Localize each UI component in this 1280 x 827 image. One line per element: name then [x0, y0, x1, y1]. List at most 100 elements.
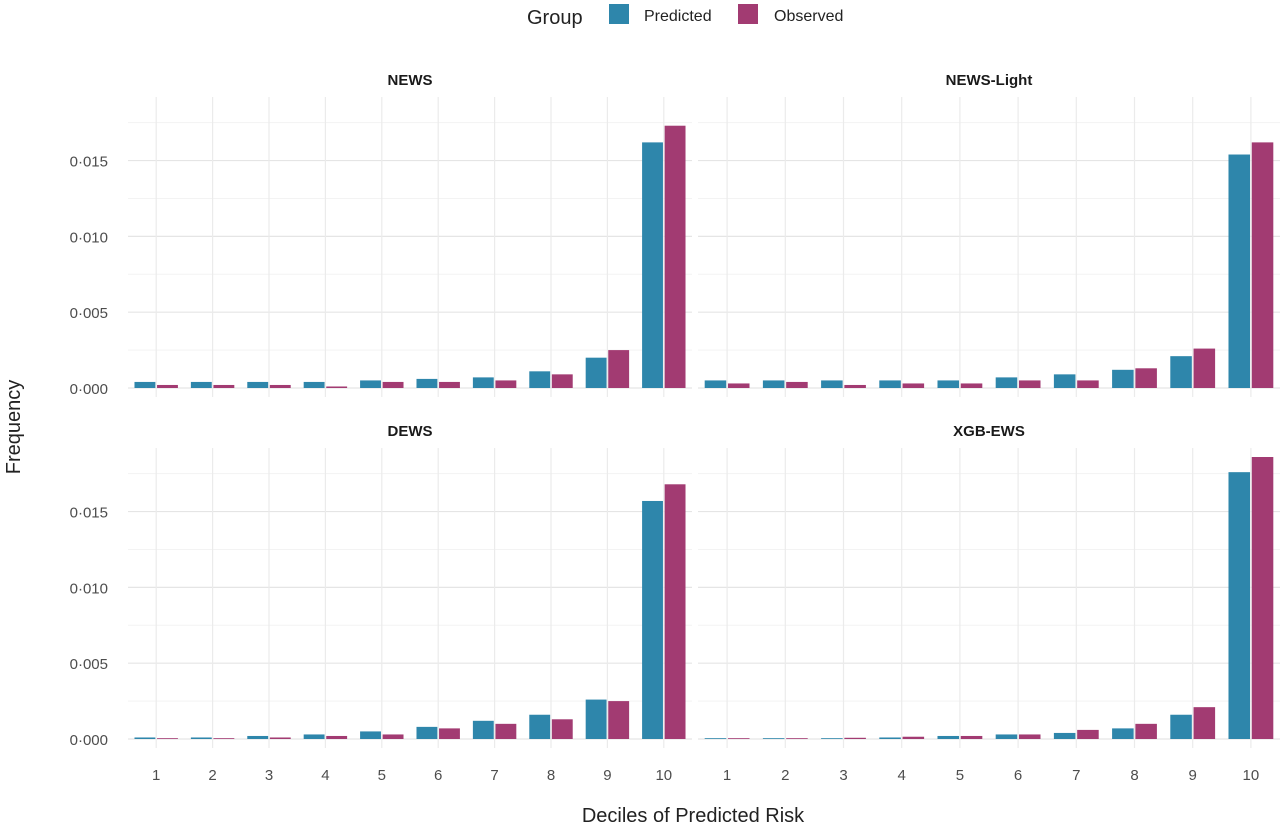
bar-observed-7	[495, 380, 517, 388]
bar-observed-8	[551, 374, 573, 388]
bar-observed-2	[213, 738, 235, 739]
bar-observed-6	[1018, 734, 1041, 739]
bar-observed-1	[727, 383, 750, 388]
bar-predicted-9	[585, 699, 607, 739]
bar-predicted-6	[995, 734, 1018, 739]
x-tick-label: 8	[1130, 767, 1138, 784]
bar-predicted-5	[360, 380, 381, 388]
bar-observed-7	[1077, 380, 1099, 388]
bar-predicted-10	[1228, 472, 1251, 739]
x-tick-label: 5	[956, 767, 964, 784]
legend-title: Group	[527, 7, 583, 29]
bar-predicted-3	[821, 738, 843, 739]
bar-observed-2	[786, 381, 808, 388]
y-tick-label: 0·005	[70, 305, 108, 322]
bar-observed-2	[786, 738, 808, 739]
bar-observed-9	[608, 701, 630, 739]
bar-predicted-10	[1228, 154, 1251, 388]
panel-title: NEWS	[388, 72, 433, 89]
x-tick-label: 3	[265, 767, 273, 784]
panel-3: DEWS 0·000 0·005 0·010 0·015 1 2 3 4 5 6 7 8 9 10	[70, 423, 692, 784]
y-axis-title: Frequency	[3, 380, 25, 475]
x-tick-label: 3	[839, 767, 847, 784]
bar-predicted-1	[704, 380, 727, 388]
bar-predicted-2	[190, 381, 212, 388]
x-tick-label: 6	[1014, 767, 1022, 784]
x-tick-label: 6	[434, 767, 442, 784]
bar-predicted-8	[529, 714, 551, 739]
x-tick-label: 1	[152, 767, 160, 784]
x-tick-label: 7	[490, 767, 498, 784]
bar-predicted-8	[1112, 728, 1134, 739]
bar-predicted-9	[1170, 714, 1192, 739]
bar-predicted-9	[1170, 356, 1192, 388]
legend-key-predicted	[609, 4, 629, 24]
x-tick-label: 10	[655, 767, 672, 784]
bar-predicted-6	[416, 726, 438, 739]
bar-predicted-7	[1053, 374, 1076, 388]
x-tick-label: 5	[378, 767, 386, 784]
bar-observed-9	[608, 350, 630, 388]
bar-observed-1	[727, 738, 750, 739]
bar-predicted-7	[1053, 732, 1076, 739]
bar-observed-4	[326, 735, 348, 739]
bar-predicted-6	[995, 377, 1018, 388]
x-tick-label: 7	[1072, 767, 1080, 784]
x-tick-label: 1	[723, 767, 731, 784]
y-tick-label: 0·010	[70, 580, 108, 597]
bar-predicted-10	[642, 500, 663, 739]
x-tick-label: 9	[1189, 767, 1197, 784]
bar-predicted-1	[704, 738, 727, 739]
bar-observed-10	[1251, 457, 1274, 739]
bar-predicted-4	[879, 737, 901, 739]
bar-observed-7	[495, 723, 517, 739]
x-tick-label: 8	[547, 767, 555, 784]
y-tick-label: 0·010	[70, 229, 108, 246]
bar-observed-8	[1135, 723, 1157, 739]
bar-observed-3	[844, 737, 866, 739]
y-tick-label: 0·005	[70, 656, 108, 673]
x-axis-title: Deciles of Predicted Risk	[582, 805, 805, 827]
bar-predicted-10	[642, 142, 663, 388]
panel-4: XGB-EWS 1 2 3 4 5 6 7 8 9 10	[698, 423, 1280, 784]
bar-observed-5	[382, 734, 404, 739]
bar-observed-6	[439, 381, 460, 388]
bar-predicted-3	[821, 380, 843, 388]
bar-observed-8	[1135, 368, 1157, 388]
bar-observed-4	[326, 386, 348, 388]
bar-observed-9	[1193, 348, 1216, 388]
panel-2: NEWS-Light	[698, 72, 1280, 397]
x-tick-label: 10	[1243, 767, 1260, 784]
bar-predicted-8	[529, 371, 551, 388]
bar-observed-1	[157, 384, 178, 388]
bar-predicted-1	[134, 737, 156, 739]
bar-observed-3	[844, 384, 866, 388]
bar-observed-3	[269, 737, 291, 739]
bar-observed-1	[157, 738, 178, 739]
y-tick-label: 0·015	[70, 154, 108, 171]
panel-title: DEWS	[388, 423, 433, 440]
bar-predicted-2	[762, 380, 785, 388]
x-tick-label: 2	[781, 767, 789, 784]
bar-predicted-4	[879, 380, 901, 388]
bar-predicted-7	[472, 377, 494, 388]
x-tick-label: 9	[603, 767, 611, 784]
y-tick-label: 0·000	[70, 732, 108, 749]
bar-predicted-4	[303, 381, 325, 388]
bar-observed-2	[213, 384, 235, 388]
bar-predicted-8	[1112, 369, 1134, 388]
bar-predicted-2	[762, 738, 785, 739]
bar-predicted-2	[190, 737, 212, 739]
bar-predicted-7	[472, 720, 494, 739]
panel-1: NEWS 0·000 0·005 0·010 0·015	[70, 72, 692, 398]
bar-observed-6	[439, 728, 460, 739]
bar-observed-4	[902, 736, 925, 739]
bar-predicted-3	[247, 381, 269, 388]
panel-title: NEWS-Light	[946, 72, 1033, 89]
bar-observed-10	[664, 484, 686, 739]
bar-observed-5	[960, 383, 983, 388]
x-tick-label: 2	[208, 767, 216, 784]
y-tick-label: 0·000	[70, 381, 108, 398]
legend-key-observed	[738, 4, 758, 24]
panel-title: XGB-EWS	[953, 423, 1025, 440]
